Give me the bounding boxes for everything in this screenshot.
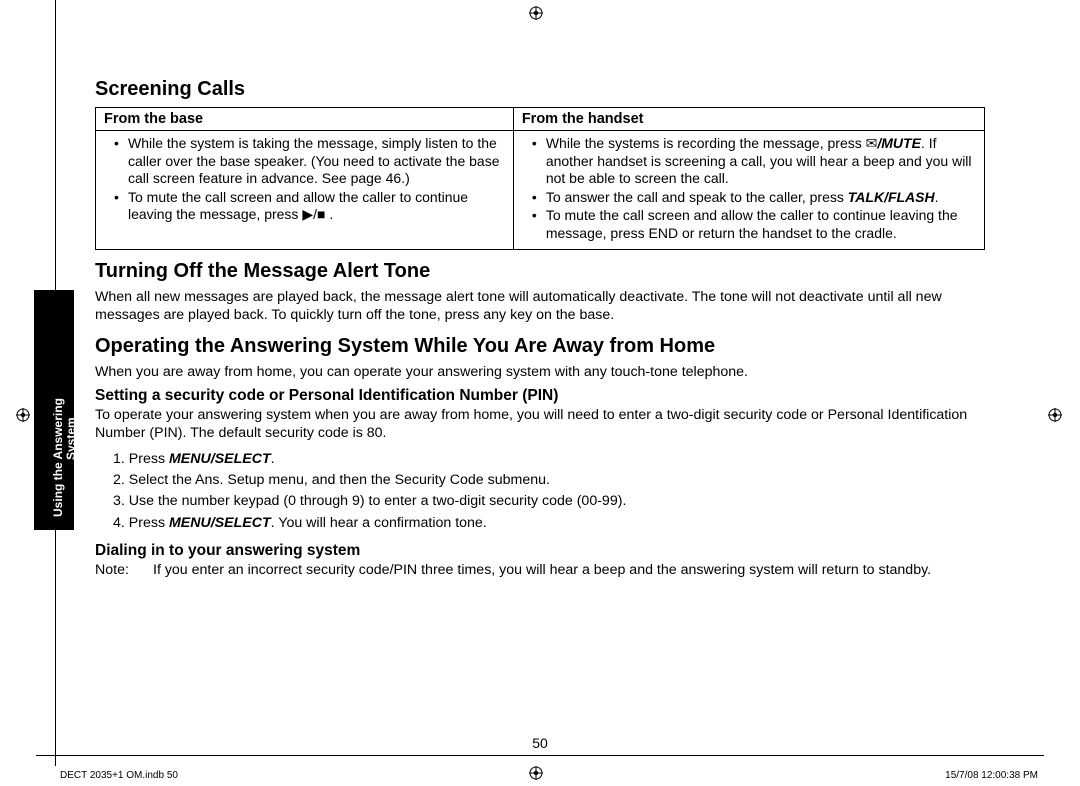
manual-page: Using the Answering System Screening Cal… — [0, 0, 1080, 786]
table-header: From the base — [96, 108, 514, 131]
registration-mark-icon — [529, 6, 543, 20]
note: Note: If you enter an incorrect security… — [95, 562, 985, 580]
footer-filename: DECT 2035+1 OM.indb 50 — [60, 770, 178, 781]
registration-mark-icon — [1048, 408, 1062, 422]
list-item: While the system is taking the message, … — [118, 135, 505, 188]
note-label: Note: — [95, 562, 153, 580]
page-content: Screening Calls From the base From the h… — [95, 78, 985, 580]
table-header: From the handset — [513, 108, 984, 131]
list-item: 2. Select the Ans. Setup menu, and then … — [109, 470, 985, 491]
footer-timestamp: 15/7/08 12:00:38 PM — [945, 770, 1038, 781]
subheading-dialing-in: Dialing in to your answering system — [95, 542, 985, 560]
list-item: To mute the call screen and allow the ca… — [536, 207, 976, 242]
crop-mark-horizontal — [36, 755, 1044, 756]
table-cell: While the system is taking the message, … — [96, 131, 514, 250]
list-item: 4. Press MENU/SELECT. You will hear a co… — [109, 513, 985, 534]
body-text: To operate your answering system when yo… — [95, 407, 985, 443]
list-item: To mute the call screen and allow the ca… — [118, 189, 505, 224]
section-tab-label: Using the Answering — [51, 398, 65, 517]
note-body: If you enter an incorrect security code/… — [153, 562, 931, 580]
registration-mark-icon — [529, 766, 543, 780]
page-number: 50 — [0, 735, 1080, 751]
body-text: When all new messages are played back, t… — [95, 289, 985, 325]
heading-away-from-home: Operating the Answering System While You… — [95, 335, 985, 358]
body-text: When you are away from home, you can ope… — [95, 364, 985, 382]
steps-list: 1. Press MENU/SELECT. 2. Select the Ans.… — [95, 449, 985, 534]
list-item: While the systems is recording the messa… — [536, 135, 976, 188]
section-tab-label: System — [64, 417, 78, 460]
subheading-security-code: Setting a security code or Personal Iden… — [95, 387, 985, 405]
heading-alert-tone: Turning Off the Message Alert Tone — [95, 260, 985, 283]
heading-screening-calls: Screening Calls — [95, 78, 985, 101]
list-item: 1. Press MENU/SELECT. — [109, 449, 985, 470]
screening-table: From the base From the handset While the… — [95, 107, 985, 250]
list-item: 3. Use the number keypad (0 through 9) t… — [109, 491, 985, 512]
list-item: To answer the call and speak to the call… — [536, 189, 976, 207]
registration-mark-icon — [16, 408, 30, 422]
table-cell: While the systems is recording the messa… — [513, 131, 984, 250]
